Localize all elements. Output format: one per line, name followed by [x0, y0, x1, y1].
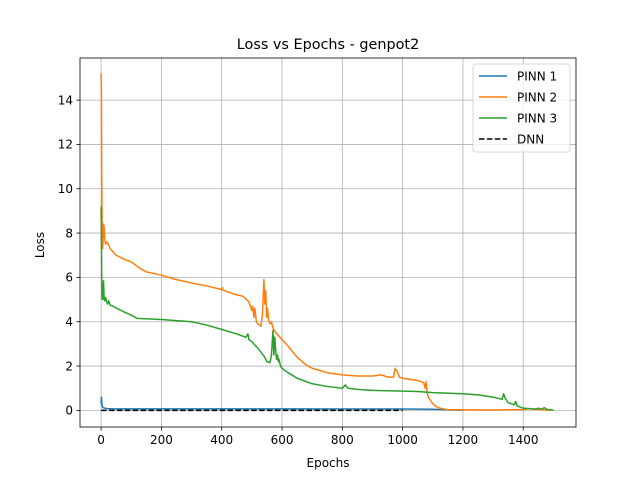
y-axis-label: Loss	[33, 232, 47, 258]
x-tick-label: 1000	[387, 433, 418, 447]
y-tick-label: 0	[65, 404, 73, 418]
axes: 0 200 400 600 800 1000 1200 1400 0 2 4 6 8 10 12 14	[58, 57, 577, 447]
x-tick-label: 800	[331, 433, 354, 447]
legend-label-pinn-1: PINN 1	[517, 69, 557, 83]
axes-frame	[79, 57, 577, 428]
chart-title: Loss vs Epochs - genpot2	[237, 37, 419, 53]
legend-label-pinn-3: PINN 3	[517, 111, 557, 125]
y-tick-label: 4	[65, 315, 73, 329]
plot-area	[100, 73, 554, 412]
x-tick-label: 1200	[448, 433, 479, 447]
x-axis-label: Epochs	[307, 456, 350, 470]
legend: PINN 1 PINN 2 PINN 3 DNN	[472, 63, 571, 153]
x-tick-label: 0	[97, 433, 105, 447]
series-line-pinn-3	[100, 206, 554, 411]
y-tick-label: 10	[58, 182, 73, 196]
legend-box	[472, 63, 571, 153]
y-tick-label: 12	[58, 138, 73, 152]
legend-label-dnn: DNN	[517, 132, 544, 146]
x-tick-label: 400	[210, 433, 233, 447]
x-tick-label: 1400	[508, 433, 539, 447]
y-tick-label: 8	[65, 226, 73, 240]
legend-label-pinn-2: PINN 2	[517, 90, 557, 104]
x-tick-label: 600	[271, 433, 294, 447]
y-tick-label: 6	[65, 271, 73, 285]
y-tick-label: 2	[65, 359, 73, 373]
x-tick-label: 200	[150, 433, 173, 447]
series-line-pinn-1	[100, 396, 463, 411]
series-line-pinn-2	[100, 73, 554, 411]
y-tick-label: 14	[58, 93, 73, 107]
